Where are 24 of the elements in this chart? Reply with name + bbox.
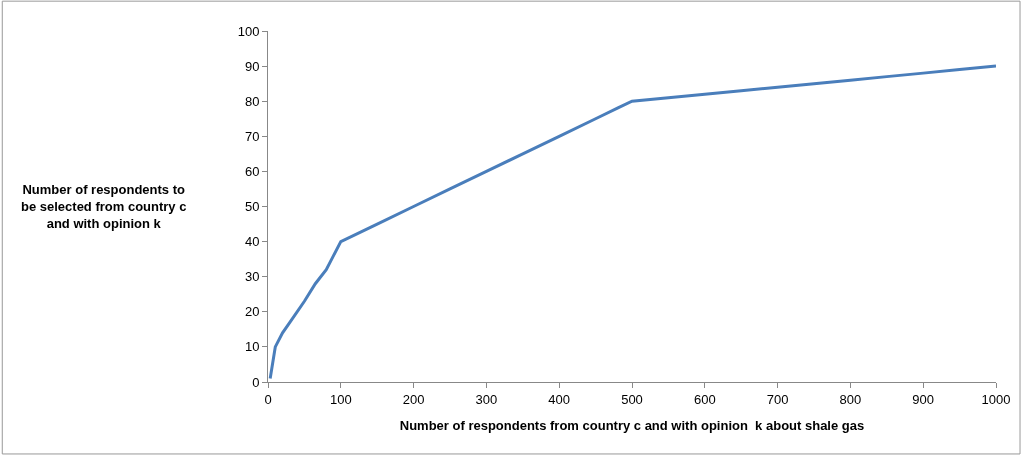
x-tick-label: 200 [402,391,425,407]
y-tick-label: 60 [244,163,260,179]
x-tick-label: 700 [766,391,789,407]
x-tick-label: 400 [548,391,571,407]
x-tick-label: 800 [839,391,862,407]
y-tick-label: 50 [244,199,260,215]
x-tick-label: 500 [621,391,643,407]
y-tick-label: 70 [244,128,260,144]
x-tick-label: 100 [329,391,352,407]
x-tick-label: 0 [264,391,272,407]
y-tick-label: 30 [244,269,260,285]
x-tick-label: 900 [912,391,935,407]
y-axis-title: Number of respondents to be selected from country c and with opinion k [21,182,187,231]
y-tick-label: 20 [244,304,260,320]
y-tick-label: 80 [244,93,260,109]
y-tick-label: 100 [237,23,260,39]
y-tick-label: 90 [244,58,260,74]
x-axis-title: Number of respondents from country c and with opinion k about shale gas [399,418,865,434]
y-tick-label: 0 [252,374,260,390]
x-tick-label: 600 [693,391,716,407]
x-tick-label: 300 [475,391,498,407]
y-tick-label: 10 [244,339,260,355]
x-tick-label: 1000 [981,391,1011,407]
y-tick-label: 40 [244,234,260,250]
